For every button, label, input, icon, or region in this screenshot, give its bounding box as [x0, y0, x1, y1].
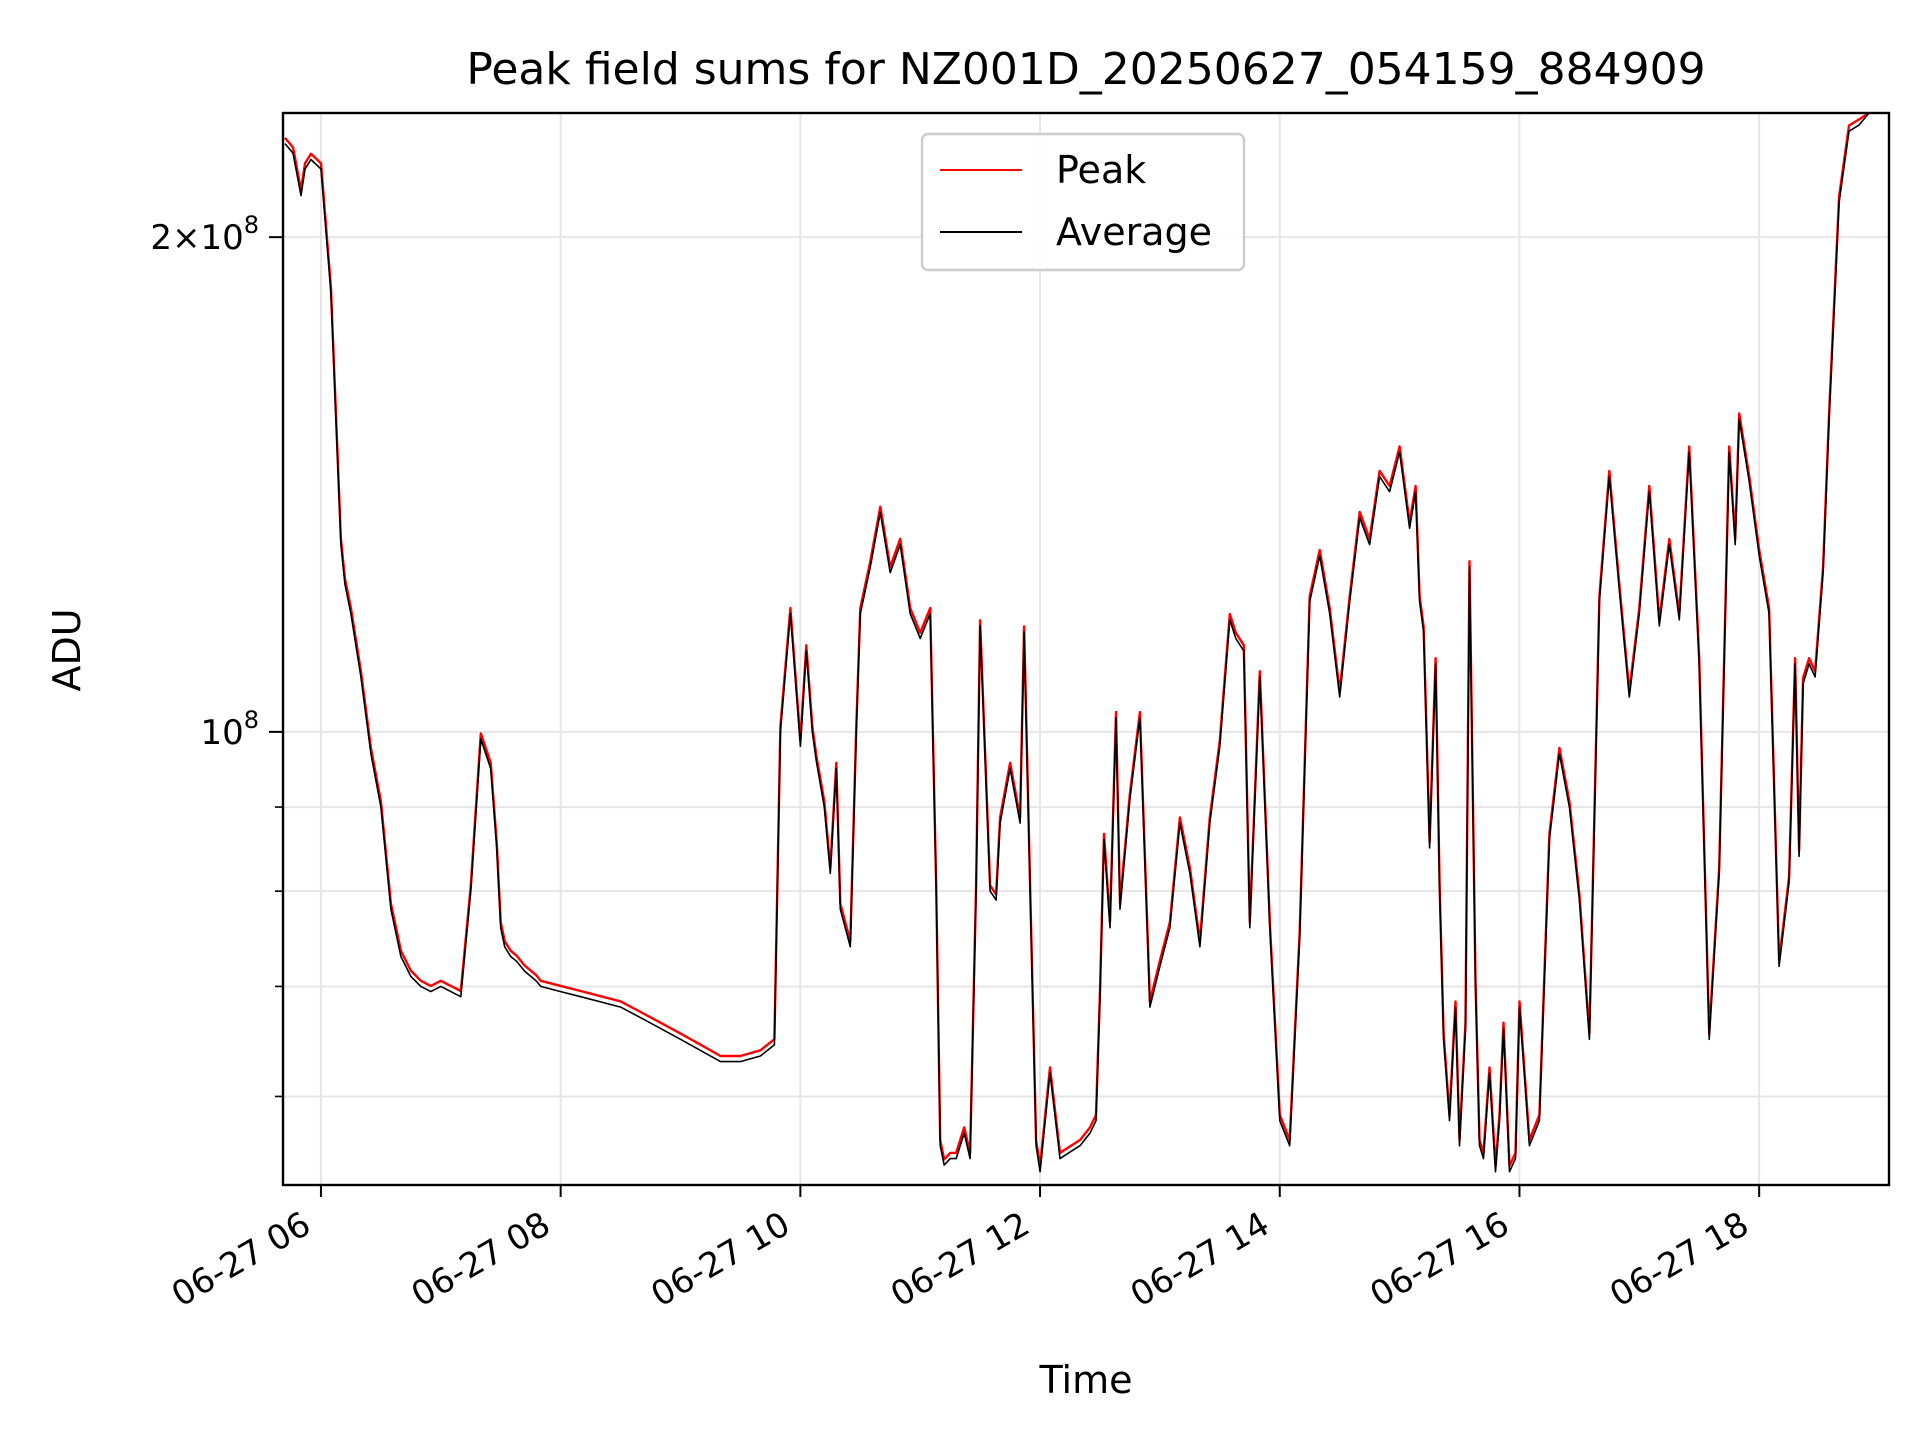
grid-lines	[283, 113, 1889, 1185]
legend: Peak Average	[920, 132, 1246, 272]
series-lines	[284, 111, 1870, 1173]
y-axis-label: ADU	[45, 608, 89, 691]
y-tick-label: 108	[200, 706, 259, 753]
legend-label-peak: Peak	[1056, 148, 1146, 192]
y-axis-ticks: 2×108 108	[150, 211, 283, 1098]
legend-box	[920, 132, 1246, 272]
legend-label-average: Average	[1056, 210, 1212, 254]
plot-frame	[281, 111, 1891, 1187]
x-axis-label: Time	[1039, 1358, 1133, 1402]
y-tick-label: 2×108	[150, 211, 259, 258]
series-line-average	[284, 112, 1870, 1173]
chart-title: Peak field sums for NZ001D_20250627_0541…	[466, 44, 1705, 95]
